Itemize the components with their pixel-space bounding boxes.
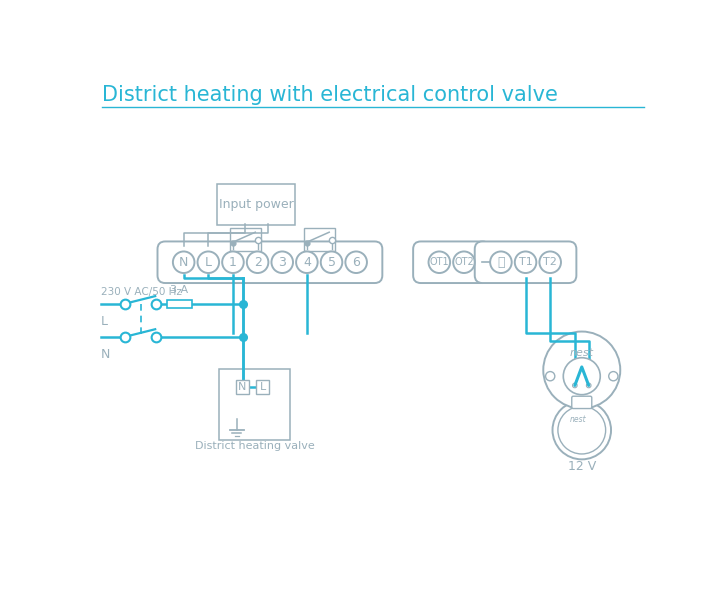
Text: District heating with electrical control valve: District heating with electrical control… <box>102 85 558 105</box>
Circle shape <box>173 251 194 273</box>
Text: N: N <box>100 347 110 361</box>
Circle shape <box>609 372 618 381</box>
Text: L: L <box>205 256 212 268</box>
Text: 6: 6 <box>352 256 360 268</box>
Text: T1: T1 <box>518 257 532 267</box>
Text: N: N <box>179 256 189 268</box>
FancyBboxPatch shape <box>256 380 269 393</box>
Text: Input power: Input power <box>218 198 293 211</box>
Text: nest: nest <box>569 415 586 424</box>
Circle shape <box>321 251 342 273</box>
Circle shape <box>572 383 577 388</box>
Text: 4: 4 <box>303 256 311 268</box>
Circle shape <box>543 331 620 409</box>
Text: 12 V: 12 V <box>568 460 596 473</box>
Circle shape <box>247 251 269 273</box>
FancyBboxPatch shape <box>217 185 296 225</box>
FancyBboxPatch shape <box>571 396 592 409</box>
FancyBboxPatch shape <box>167 299 191 308</box>
Circle shape <box>345 251 367 273</box>
Text: N: N <box>238 382 246 392</box>
Circle shape <box>558 406 606 454</box>
Text: District heating valve: District heating valve <box>194 441 314 451</box>
Circle shape <box>453 251 475 273</box>
Circle shape <box>272 251 293 273</box>
FancyBboxPatch shape <box>414 241 490 283</box>
Circle shape <box>429 251 450 273</box>
Text: ⏚: ⏚ <box>497 256 505 268</box>
Text: 2: 2 <box>253 256 261 268</box>
Circle shape <box>296 251 317 273</box>
Circle shape <box>197 251 219 273</box>
Circle shape <box>563 358 601 394</box>
Text: L: L <box>100 315 108 328</box>
Text: 5: 5 <box>328 256 336 268</box>
Text: OT1: OT1 <box>430 257 449 267</box>
Circle shape <box>222 251 244 273</box>
Text: nest: nest <box>570 348 594 358</box>
Text: OT2: OT2 <box>454 257 474 267</box>
Circle shape <box>553 401 611 459</box>
Text: 1: 1 <box>229 256 237 268</box>
Text: T2: T2 <box>543 257 557 267</box>
Circle shape <box>490 251 512 273</box>
Circle shape <box>515 251 537 273</box>
FancyBboxPatch shape <box>475 241 577 283</box>
Text: 3: 3 <box>278 256 286 268</box>
Circle shape <box>545 372 555 381</box>
Text: L: L <box>260 382 266 392</box>
Text: 230 V AC/50 Hz: 230 V AC/50 Hz <box>100 287 181 297</box>
Text: 3 A: 3 A <box>170 285 189 295</box>
Circle shape <box>539 251 561 273</box>
FancyBboxPatch shape <box>157 241 382 283</box>
FancyBboxPatch shape <box>235 380 248 393</box>
FancyBboxPatch shape <box>219 369 290 440</box>
Circle shape <box>586 383 591 388</box>
